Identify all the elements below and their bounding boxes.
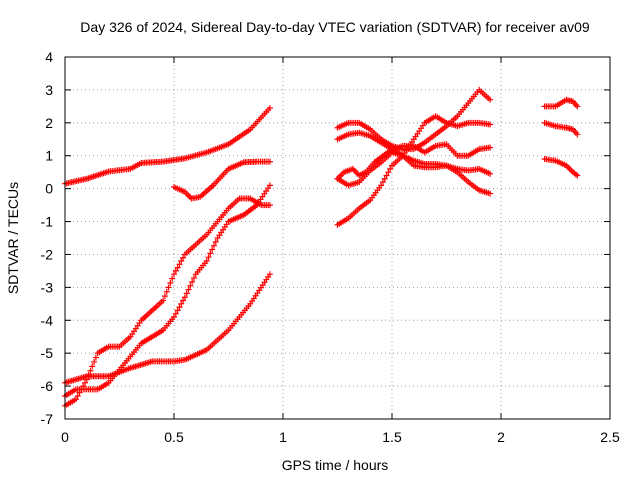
data-point bbox=[78, 386, 85, 393]
data-point bbox=[171, 271, 177, 278]
series-s13 bbox=[541, 156, 581, 179]
data-point bbox=[174, 264, 181, 271]
series-s4 bbox=[62, 182, 273, 399]
data-point bbox=[203, 258, 210, 265]
data-point bbox=[72, 396, 79, 403]
data-point bbox=[163, 288, 170, 295]
x-tick-label: 2 bbox=[497, 429, 505, 445]
y-tick-label: 4 bbox=[45, 49, 53, 65]
y-tick-label: 1 bbox=[45, 148, 53, 164]
data-point bbox=[181, 294, 188, 301]
data-point bbox=[266, 158, 273, 165]
data-point bbox=[81, 379, 88, 386]
y-tick-label: -4 bbox=[41, 312, 54, 328]
data-point bbox=[91, 358, 98, 365]
y-tick-label: -6 bbox=[41, 378, 54, 394]
data-point bbox=[266, 202, 273, 209]
x-tick-label: 2.5 bbox=[600, 429, 620, 445]
data-point bbox=[180, 254, 187, 261]
data-point bbox=[172, 310, 179, 317]
data-point bbox=[187, 282, 194, 289]
data-point bbox=[185, 286, 192, 293]
data-point bbox=[487, 96, 494, 103]
data-point bbox=[178, 300, 185, 307]
data-point bbox=[381, 175, 388, 182]
series-s12 bbox=[541, 119, 581, 138]
y-tick-label: -2 bbox=[41, 246, 54, 262]
series-s8 bbox=[334, 86, 494, 153]
data-point bbox=[160, 297, 167, 304]
y-tick-label: 0 bbox=[45, 181, 53, 197]
data-point bbox=[180, 297, 187, 304]
data-point bbox=[487, 190, 494, 197]
plot-frame bbox=[64, 56, 611, 420]
data-point bbox=[266, 271, 273, 278]
data-point bbox=[212, 238, 219, 245]
data-point bbox=[207, 250, 214, 257]
y-axis-label: SDTVAR / TECUs bbox=[5, 182, 21, 294]
data-point bbox=[385, 169, 392, 176]
x-axis-label: GPS time / hours bbox=[282, 457, 389, 473]
data-point bbox=[387, 165, 394, 172]
series-s11 bbox=[541, 96, 581, 110]
data-point bbox=[189, 278, 196, 285]
data-point bbox=[487, 144, 494, 151]
data-point bbox=[89, 363, 96, 370]
y-tick-label: 3 bbox=[45, 82, 53, 98]
data-point bbox=[378, 182, 385, 189]
data-point bbox=[161, 293, 168, 300]
data-point bbox=[183, 290, 190, 297]
data-point bbox=[172, 267, 179, 274]
data-point bbox=[85, 372, 92, 379]
data-point bbox=[574, 103, 581, 110]
data-point bbox=[76, 389, 83, 396]
y-tick-label: -3 bbox=[41, 279, 54, 295]
x-tick-label: 0.5 bbox=[164, 429, 184, 445]
data-point bbox=[165, 284, 172, 291]
series-s2 bbox=[171, 158, 273, 202]
data-point bbox=[574, 172, 581, 179]
data-point bbox=[92, 354, 99, 361]
data-point bbox=[379, 179, 386, 186]
data-point bbox=[205, 254, 212, 261]
data-point bbox=[171, 313, 177, 320]
data-point bbox=[487, 170, 494, 177]
axis-ticks: 0 0.5 1 1.5 2 2.5 -7 -6 -5 -4 -3 -2 -1 0 1 2 3 4 bbox=[41, 49, 620, 445]
series-s10 bbox=[334, 149, 494, 189]
data-point bbox=[174, 307, 181, 314]
data-point bbox=[87, 367, 94, 374]
y-tick-label: -5 bbox=[41, 345, 54, 361]
x-tick-label: 0 bbox=[61, 429, 69, 445]
data-point bbox=[574, 131, 581, 138]
data-point bbox=[169, 275, 176, 282]
series-s5 bbox=[62, 195, 273, 409]
data-point bbox=[167, 279, 174, 286]
data-point bbox=[80, 383, 87, 390]
grid-lines bbox=[65, 57, 610, 419]
data-point bbox=[383, 172, 390, 179]
chart-title: Day 326 of 2024, Sidereal Day-to-day VTE… bbox=[80, 19, 590, 35]
series-s1 bbox=[62, 105, 273, 187]
y-tick-label: -1 bbox=[41, 214, 54, 230]
data-point bbox=[487, 121, 494, 128]
data-point bbox=[176, 261, 183, 268]
x-tick-label: 1 bbox=[279, 429, 287, 445]
data-point bbox=[266, 105, 273, 112]
data-point bbox=[83, 376, 90, 383]
data-point bbox=[176, 304, 183, 311]
data-point bbox=[209, 246, 216, 253]
x-tick-label: 1.5 bbox=[382, 429, 402, 445]
data-points bbox=[62, 86, 581, 409]
data-point bbox=[178, 258, 185, 265]
data-point bbox=[210, 242, 217, 249]
data-point bbox=[190, 275, 197, 282]
y-tick-label: 2 bbox=[45, 115, 53, 131]
data-point bbox=[266, 182, 273, 189]
data-point bbox=[74, 392, 81, 399]
y-tick-label: -7 bbox=[41, 411, 54, 427]
